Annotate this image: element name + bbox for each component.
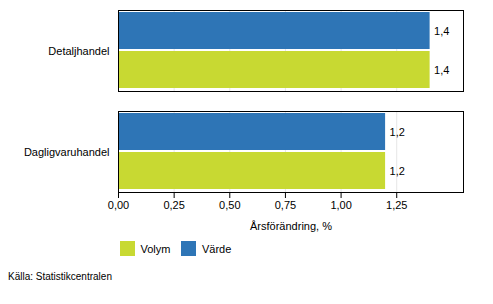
svg-text:0,50: 0,50 bbox=[219, 199, 240, 211]
svg-text:1,2: 1,2 bbox=[390, 126, 405, 138]
svg-text:1,4: 1,4 bbox=[434, 25, 449, 37]
svg-text:1,25: 1,25 bbox=[386, 199, 407, 211]
html-text:Källa: Statistikcentralen: Källa: Statistikcentralen bbox=[8, 270, 112, 282]
svg-text:1,2: 1,2 bbox=[390, 165, 405, 177]
svg-text:0,25: 0,25 bbox=[163, 199, 184, 211]
svg-text:0,00: 0,00 bbox=[108, 199, 129, 211]
svg-text:1,00: 1,00 bbox=[330, 199, 351, 211]
svg-text:Dagligvaruhandel: Dagligvaruhandel bbox=[24, 146, 110, 158]
svg-text:1,4: 1,4 bbox=[434, 64, 449, 76]
svg-text:0,75: 0,75 bbox=[275, 199, 296, 211]
svg-text:Årsförändring, %: Årsförändring, % bbox=[250, 220, 332, 232]
svg-text:Detaljhandel: Detaljhandel bbox=[48, 45, 109, 57]
html-text:Volym: Volym bbox=[140, 242, 171, 255]
html-text:Värde: Värde bbox=[202, 242, 232, 255]
